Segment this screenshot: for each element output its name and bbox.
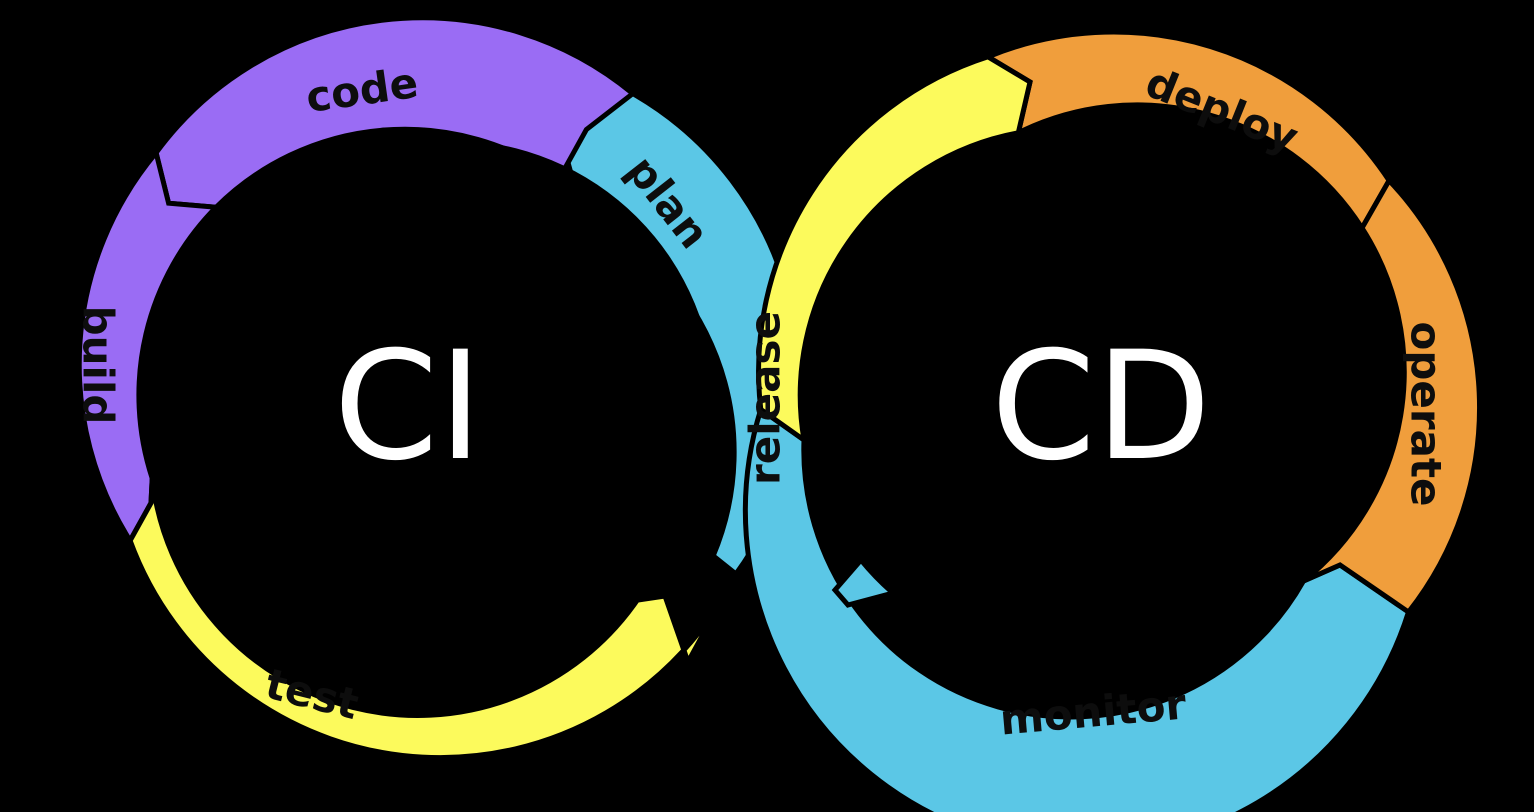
segment-monitor bbox=[742, 405, 1412, 812]
cd-title: CD bbox=[991, 320, 1211, 494]
ci-center bbox=[185, 140, 715, 670]
segment-build bbox=[76, 147, 222, 546]
segment-code bbox=[153, 15, 637, 210]
label-operate: operate bbox=[1402, 321, 1451, 506]
segment-operate bbox=[1301, 176, 1483, 616]
label-build: build bbox=[74, 306, 123, 425]
cd-ring bbox=[742, 29, 1483, 812]
label-release: release bbox=[741, 311, 790, 485]
monitor-notch bbox=[831, 556, 899, 608]
cd-center bbox=[835, 140, 1365, 670]
ci-title: CI bbox=[334, 320, 483, 494]
segment-release bbox=[756, 54, 1033, 446]
segment-test bbox=[127, 478, 739, 761]
